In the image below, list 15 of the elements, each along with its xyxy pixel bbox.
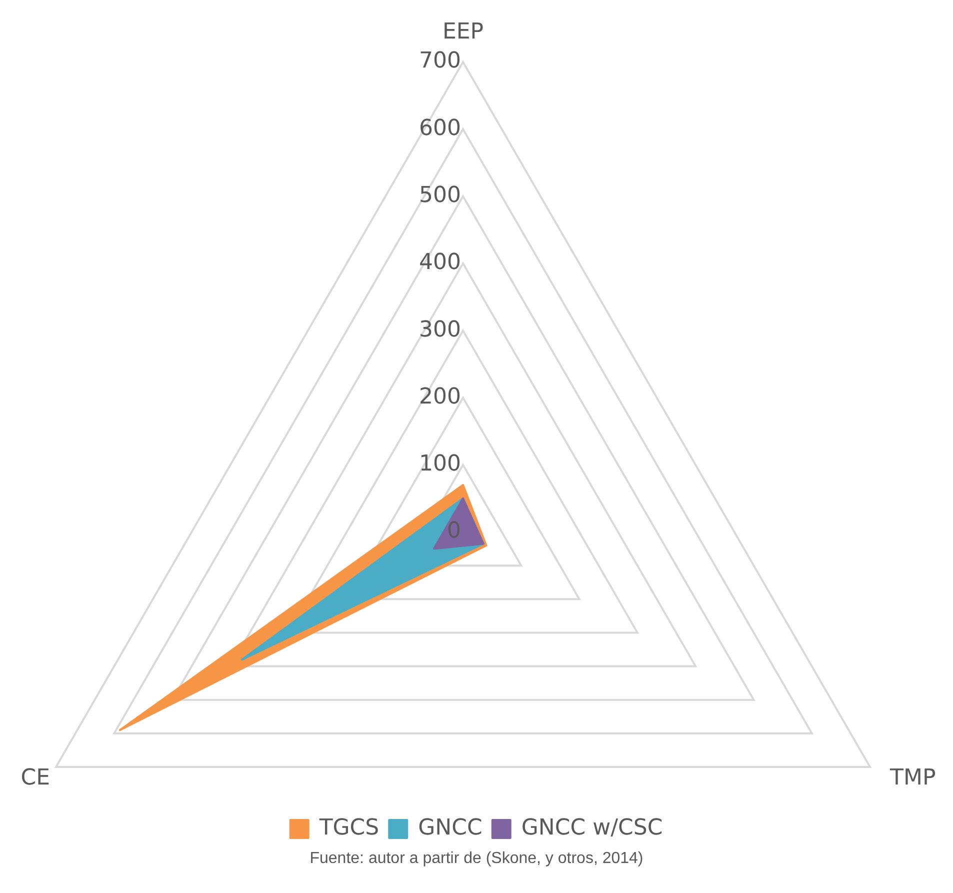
- legend-label: TGCS: [318, 816, 380, 841]
- legend-label: GNCC w/CSC: [521, 816, 663, 841]
- y-tick-label: 700: [419, 48, 461, 74]
- source-note: Fuente: autor a partir de (Skone, y otros, 2014): [308, 850, 644, 868]
- y-tick-label: 100: [419, 452, 461, 477]
- y-tick-label: 500: [419, 183, 461, 208]
- y-tick-label: 0: [447, 518, 461, 544]
- legend-label: GNCC: [418, 816, 482, 841]
- spoke-label: CE: [20, 766, 50, 791]
- y-tick-label: 400: [419, 250, 461, 276]
- y-tick-label: 200: [419, 384, 461, 410]
- y-tick-label: 600: [419, 116, 461, 141]
- spoke-label: TMP: [889, 766, 936, 791]
- spoke-label: EEP: [442, 20, 484, 45]
- y-tick-label: 300: [419, 317, 461, 342]
